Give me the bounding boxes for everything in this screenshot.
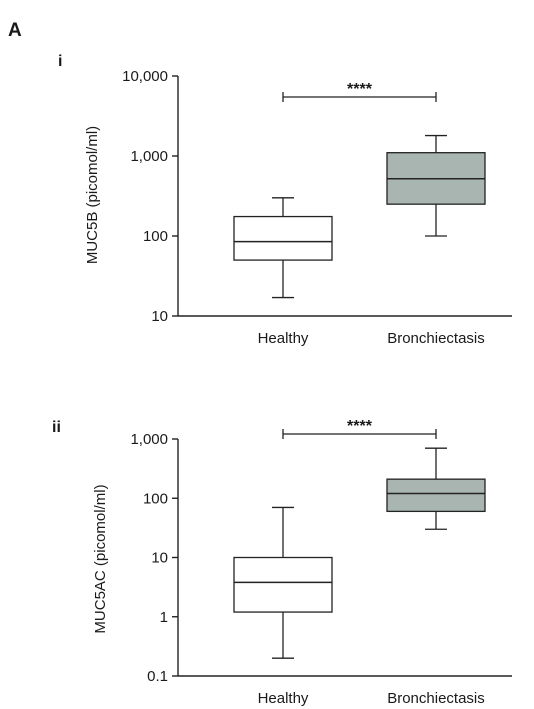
y-tick-label: 10: [151, 550, 168, 567]
significance-stars: ****: [347, 81, 373, 98]
y-tick-label: 100: [143, 228, 168, 245]
significance-stars: ****: [347, 418, 373, 435]
panel-label: i: [58, 53, 62, 70]
y-axis-label: MUC5B (picomol/ml): [84, 126, 101, 264]
y-tick-label: 10: [151, 308, 168, 325]
box-bronchiectasis: [386, 478, 486, 513]
x-tick-label: Bronchiectasis: [387, 330, 485, 347]
y-axis-label: MUC5AC (picomol/ml): [92, 484, 109, 633]
x-tick-label: Bronchiectasis: [387, 690, 485, 707]
panel-muc5ac: ii MUC5AC (picomol/ml) 0.1 1 10 100 1,000 Hea…: [52, 418, 512, 707]
figure-label: A: [8, 20, 22, 41]
y-tick-label: 1,000: [130, 148, 168, 165]
box-healthy: [233, 215, 333, 261]
box-healthy: [233, 556, 333, 613]
y-tick-label: 1: [160, 609, 168, 626]
panel-muc5b: i MUC5B (picomol/ml) 10 100 1,000 10,000 Hea…: [58, 53, 512, 347]
x-tick-label: Healthy: [258, 690, 309, 707]
y-tick-label: 100: [143, 490, 168, 507]
y-tick-label: 10,000: [122, 68, 168, 85]
panel-label: ii: [52, 419, 61, 436]
x-tick-label: Healthy: [258, 330, 309, 347]
y-tick-label: 0.1: [147, 668, 168, 685]
y-tick-label: 1,000: [130, 431, 168, 448]
